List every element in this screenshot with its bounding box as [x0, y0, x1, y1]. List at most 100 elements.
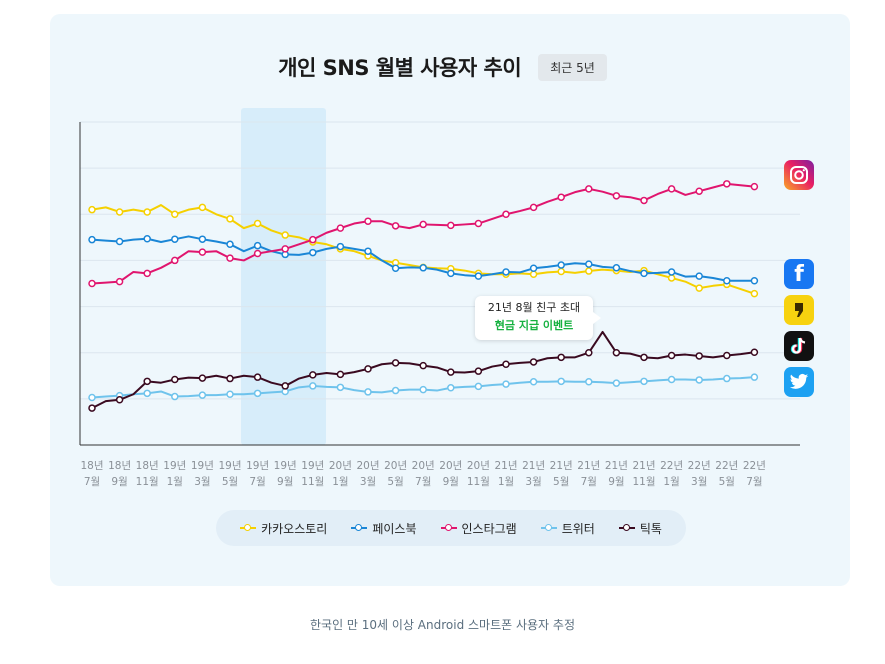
data-point: [419, 220, 427, 229]
x-tick-label: 20년: [329, 460, 352, 472]
data-point: [198, 374, 207, 382]
data-point: [612, 264, 621, 272]
data-point: [171, 256, 179, 265]
period-badge[interactable]: 최근 5년: [538, 53, 607, 81]
x-tick-label: 21년: [605, 460, 628, 472]
data-point: [585, 185, 593, 193]
data-point: [198, 248, 207, 256]
legend-label: 트위터: [561, 521, 595, 536]
x-tick-label: 18년: [108, 460, 131, 472]
data-point: [143, 389, 151, 398]
data-point: [391, 222, 400, 230]
data-point: [253, 389, 262, 398]
x-tick-label: 1월: [498, 476, 514, 488]
data-point: [198, 203, 207, 212]
x-tick-label: 22년: [743, 460, 766, 472]
x-tick-label: 19년: [301, 460, 324, 472]
x-tick-label: 7월: [415, 476, 431, 488]
data-point: [529, 203, 538, 212]
data-point: [391, 386, 400, 395]
x-tick-label: 20년: [467, 460, 490, 472]
callout-line-1: 21년 8월 친구 초대: [487, 301, 581, 314]
data-point: [667, 274, 676, 282]
legend-item[interactable]: 페이스북: [351, 520, 417, 537]
x-tick-label: 11월: [632, 476, 655, 488]
data-point: [557, 377, 565, 386]
data-point: [502, 268, 510, 276]
data-point: [226, 215, 234, 223]
chart-title: 개인 SNS 월별 사용자 추이: [278, 56, 522, 80]
data-point: [695, 272, 703, 280]
chart-legend: 카카오스토리 페이스북 인스타그램 트위터 틱톡: [216, 510, 686, 546]
x-tick-label: 9월: [277, 476, 293, 488]
data-point: [88, 404, 96, 412]
x-tick-label: 9월: [111, 476, 127, 488]
data-point: [640, 353, 648, 362]
legend-item[interactable]: 카카오스토리: [240, 520, 327, 537]
data-point: [419, 361, 427, 370]
x-tick-label: 21년: [577, 460, 600, 472]
data-point: [171, 392, 179, 401]
data-point: [115, 277, 124, 286]
x-tick-label: 19년: [246, 460, 269, 472]
x-tick-label: 21년: [550, 460, 573, 472]
x-tick-label: 9월: [443, 476, 459, 488]
data-point: [667, 351, 676, 360]
legend-label: 카카오스토리: [261, 521, 328, 536]
data-point: [585, 348, 593, 357]
data-point: [750, 182, 759, 191]
data-point: [723, 276, 731, 285]
data-point: [723, 351, 731, 360]
data-point: [474, 382, 483, 391]
data-point: [88, 279, 96, 288]
annotation-callout: 21년 8월 친구 초대 현금 지급 이벤트: [475, 296, 601, 340]
x-tick-label: 3월: [194, 476, 210, 488]
data-point: [474, 272, 483, 280]
data-point: [309, 235, 317, 244]
data-point: [391, 264, 400, 273]
kakaostory-icon: [784, 295, 814, 325]
data-point: [253, 373, 262, 381]
data-point: [88, 393, 96, 402]
data-point: [281, 245, 289, 253]
data-point: [253, 241, 262, 250]
x-tick-label: 19년: [191, 460, 214, 472]
data-point: [364, 388, 372, 396]
data-point: [143, 234, 151, 243]
data-point: [115, 208, 124, 216]
x-tick-label: 20년: [356, 460, 379, 472]
x-tick-label: 18년: [136, 460, 159, 472]
data-point: [226, 374, 234, 383]
x-tick-label: 22년: [660, 460, 683, 472]
data-point: [750, 289, 759, 298]
data-point: [364, 217, 372, 225]
x-tick-label: 3월: [691, 476, 707, 488]
data-point: [723, 374, 731, 383]
data-point: [88, 205, 96, 214]
data-point: [226, 240, 234, 249]
x-tick-label: 11월: [136, 476, 159, 488]
legend-swatch: [440, 524, 457, 532]
data-point: [695, 376, 703, 384]
data-point: [750, 276, 759, 285]
data-point: [171, 375, 179, 384]
x-tick-label: 7월: [746, 476, 762, 488]
legend-item[interactable]: 인스타그램: [440, 520, 517, 537]
data-point: [419, 264, 427, 272]
data-point: [529, 264, 538, 273]
x-tick-label: 5월: [719, 476, 735, 488]
data-point: [529, 270, 538, 279]
x-tick-label: 7월: [249, 476, 265, 488]
legend-item[interactable]: 트위터: [540, 520, 595, 537]
data-point: [281, 231, 289, 239]
data-point: [750, 348, 759, 357]
data-point: [695, 187, 703, 195]
data-point: [336, 370, 345, 379]
facebook-icon: f: [784, 259, 814, 289]
data-point: [309, 382, 317, 390]
x-tick-label: 1월: [332, 476, 348, 488]
x-tick-label: 21년: [522, 460, 545, 472]
legend-item[interactable]: 틱톡: [618, 520, 662, 537]
x-tick-label: 20년: [412, 460, 435, 472]
data-point: [447, 221, 455, 230]
